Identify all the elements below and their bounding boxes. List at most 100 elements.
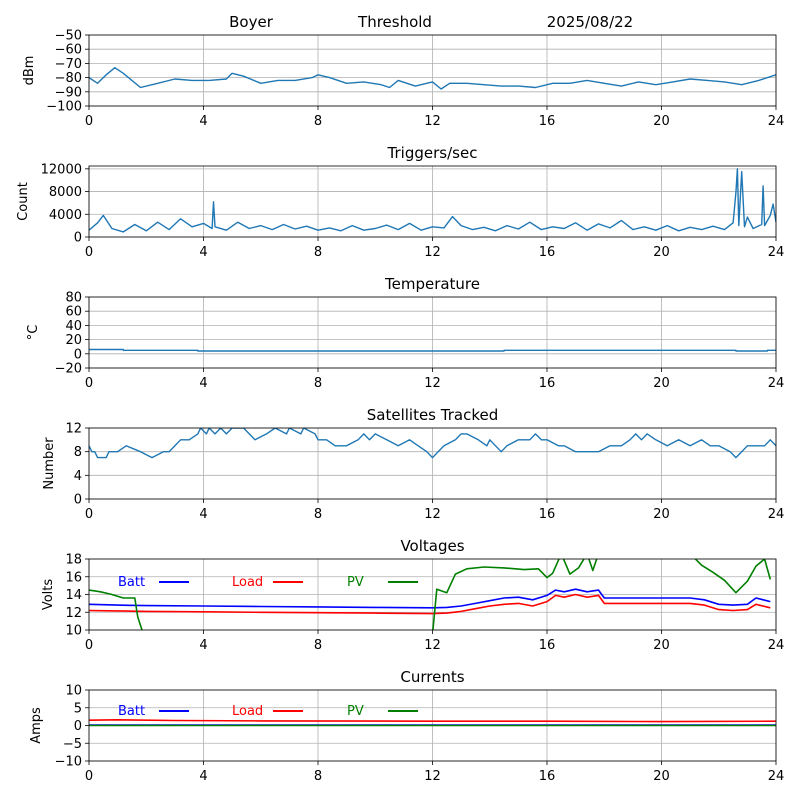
temperature-ytick-label: −20 (55, 362, 82, 377)
satellites-xtick-label: 0 (85, 507, 93, 522)
satellites-title: Satellites Tracked (367, 406, 498, 424)
currents-xtick-label: 20 (653, 769, 670, 784)
threshold-ytick-label: −60 (55, 43, 82, 58)
currents-legend-label-load: Load (232, 704, 263, 719)
voltages-xtick-label: 24 (768, 638, 785, 653)
temperature-ytick-label: 60 (65, 305, 82, 320)
temperature-ytick-label: 40 (65, 319, 82, 334)
temperature-series-0-line (89, 348, 776, 352)
currents-xtick-label: 24 (768, 769, 785, 784)
currents-legend-label-pv: PV (347, 704, 364, 719)
currents-xtick-label: 8 (314, 769, 322, 784)
voltages-title: Voltages (400, 537, 464, 555)
triggers-xtick-label: 0 (85, 245, 93, 260)
threshold-xtick-label: 8 (314, 114, 322, 129)
voltages-ytick-label: 10 (65, 624, 82, 639)
triggers-panel: 0 4 8 12 16 20 24 0 4000 8000 12000 Triggers/sec Cou… (16, 144, 784, 260)
temperature-xtick-label: 12 (424, 376, 441, 391)
triggers-title: Triggers/sec (387, 144, 478, 162)
satellites-xtick-label: 12 (424, 507, 441, 522)
voltages-ytick-label: 16 (65, 570, 82, 585)
temperature-xtick-label: 0 (85, 376, 93, 391)
triggers-xtick-label: 16 (539, 245, 556, 260)
satellites-xtick-label: 8 (314, 507, 322, 522)
voltages-xtick-label: 0 (85, 638, 93, 653)
satellites-xtick-label: 24 (768, 507, 785, 522)
satellites-ytick-label: 0 (74, 493, 82, 508)
threshold-xtick-label: 0 (85, 114, 93, 129)
currents-ytick-label: 0 (74, 719, 82, 734)
triggers-ylabel: Count (16, 182, 31, 221)
voltages-ytick-label: 14 (65, 588, 82, 603)
voltages-panel: 0 4 8 12 16 20 24 10 12 14 16 18 Voltages Volts Batt Lo… (41, 537, 784, 653)
currents-title: Currents (400, 668, 464, 686)
voltages-ytick-label: 18 (65, 553, 82, 568)
threshold-ylabel: dBm (22, 56, 37, 86)
voltages-ytick-label: 12 (65, 606, 82, 621)
temperature-ytick-label: 0 (74, 347, 82, 362)
voltages-ylabel: Volts (41, 579, 56, 611)
temperature-xtick-label: 16 (539, 376, 556, 391)
currents-ytick-label: −5 (63, 737, 82, 752)
temperature-xtick-label: 24 (768, 376, 785, 391)
triggers-xtick-label: 4 (199, 245, 207, 260)
threshold-xtick-label: 20 (653, 114, 670, 129)
temperature-xtick-label: 4 (199, 376, 207, 391)
triggers-ytick-label: 4000 (49, 208, 82, 223)
satellites-ytick-label: 12 (65, 422, 82, 437)
threshold-panel: 0 4 8 12 16 20 24 −100−90−80−70−60−50 dBm (22, 29, 784, 130)
satellites-ytick-label: 8 (74, 445, 82, 460)
threshold-xtick-label: 16 (539, 114, 556, 129)
temperature-ylabel: °C (26, 325, 41, 341)
currents-xtick-label: 12 (424, 769, 441, 784)
header-kind: Threshold (357, 13, 432, 31)
triggers-series-0-line (89, 168, 776, 233)
triggers-xtick-label: 8 (314, 245, 322, 260)
voltages-xtick-label: 20 (653, 638, 670, 653)
voltages-series-pv-line (89, 559, 772, 630)
triggers-ytick-label: 0 (74, 231, 82, 246)
triggers-xtick-label: 20 (653, 245, 670, 260)
threshold-xtick-label: 4 (199, 114, 207, 129)
threshold-series-0-line (89, 66, 776, 90)
threshold-ytick-label: −80 (55, 71, 82, 86)
voltages-xtick-label: 4 (199, 638, 207, 653)
threshold-ytick-label: −100 (46, 100, 82, 115)
satellites-xtick-label: 20 (653, 507, 670, 522)
triggers-xtick-label: 24 (768, 245, 785, 260)
satellites-series-0-line (89, 428, 776, 459)
voltages-xtick-label: 16 (539, 638, 556, 653)
header-station: Boyer (229, 13, 274, 31)
satellites-ytick-label: 4 (74, 469, 82, 484)
satellites-xtick-label: 4 (199, 507, 207, 522)
currents-xtick-label: 0 (85, 769, 93, 784)
header-date: 2025/08/22 (547, 13, 633, 31)
threshold-xtick-label: 24 (768, 114, 785, 129)
currents-ytick-label: 5 (74, 701, 82, 716)
currents-xtick-label: 16 (539, 769, 556, 784)
triggers-xtick-label: 12 (424, 245, 441, 260)
temperature-ytick-label: 80 (65, 291, 82, 306)
temperature-xtick-label: 8 (314, 376, 322, 391)
threshold-ytick-label: −90 (55, 85, 82, 100)
voltages-series-batt-line (89, 588, 771, 609)
triggers-ytick-label: 8000 (49, 185, 82, 200)
currents-series-load-line (89, 718, 776, 723)
threshold-ytick-label: −70 (55, 57, 82, 72)
temperature-xtick-label: 20 (653, 376, 670, 391)
triggers-ytick-label: 12000 (41, 162, 82, 177)
temperature-ytick-label: 20 (65, 333, 82, 348)
satellites-panel: 0 4 8 12 16 20 24 0 4 8 12 Satellites Tracked Number (42, 406, 784, 522)
currents-panel: 0 4 8 12 16 20 24 −10 −5 0 5 10 Currents Amps Batt Load… (29, 668, 784, 784)
temperature-title: Temperature (384, 275, 480, 293)
threshold-ytick-label: −50 (55, 29, 82, 44)
currents-ytick-label: 10 (65, 684, 82, 699)
voltages-legend-label-pv: PV (347, 575, 364, 590)
currents-legend-label-batt: Batt (118, 704, 145, 719)
voltages-legend-label-batt: Batt (118, 575, 145, 590)
voltages-xtick-label: 12 (424, 638, 441, 653)
currents-ytick-label: −10 (55, 755, 82, 770)
voltages-xtick-label: 8 (314, 638, 322, 653)
